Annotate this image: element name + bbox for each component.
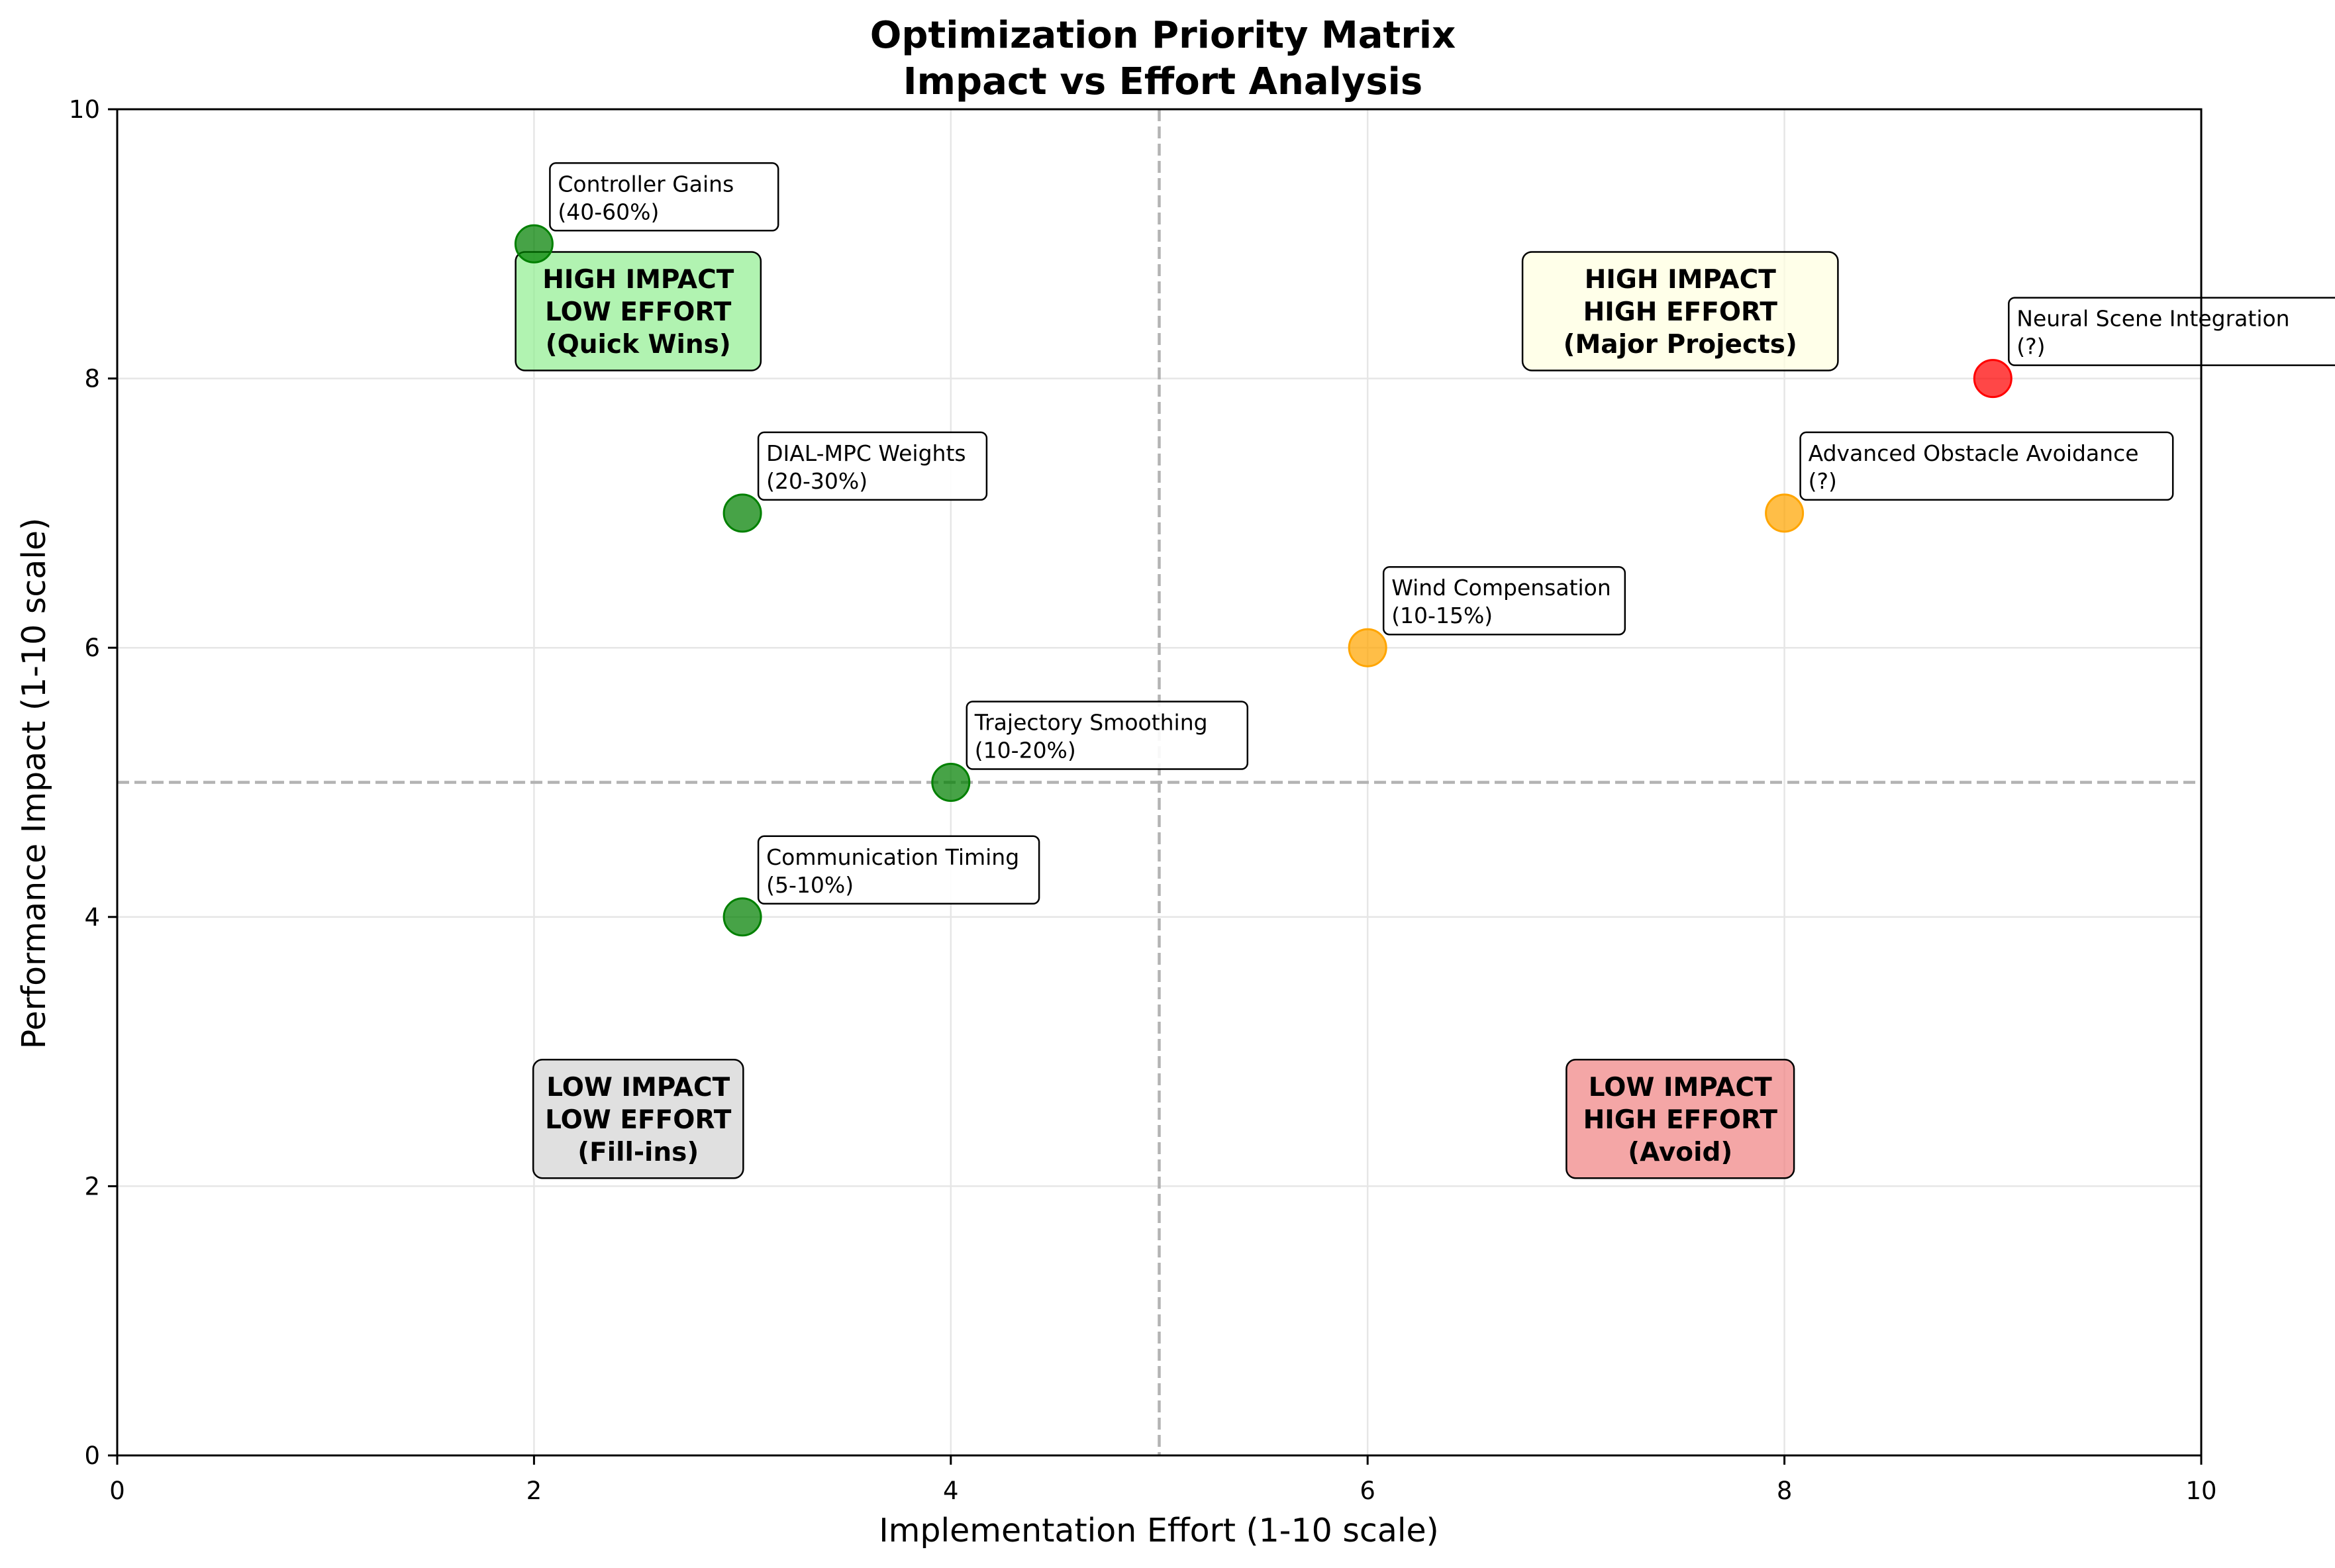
quadrant-label: LOW IMPACT HIGH EFFORT (Avoid) [1565, 1059, 1795, 1179]
quadrant-label-text: (Avoid) [1628, 1138, 1732, 1167]
quadrant-label-text: LOW EFFORT [545, 1105, 732, 1135]
quadrant-label-text: (Major Projects) [1564, 330, 1797, 360]
x-tick-label: 6 [1360, 1477, 1375, 1505]
x-tick-label: 2 [526, 1477, 542, 1505]
y-tick-label: 2 [84, 1172, 100, 1200]
x-tick-label: 4 [943, 1477, 959, 1505]
y-axis-label: Performance Impact (1-10 scale) [15, 518, 53, 1049]
annotation-name: Advanced Obstacle Avoidance [1809, 440, 2139, 466]
annotation-box [549, 162, 779, 232]
annotation-name: DIAL-MPC Weights [766, 440, 966, 466]
point-annotation: Trajectory Smoothing(10-20%) [966, 701, 1249, 770]
point-annotation: Controller Gains(40-60%) [549, 162, 779, 232]
threshold-lines [117, 109, 2201, 1455]
y-tick-label: 4 [84, 903, 100, 932]
quadrant-label-text: LOW EFFORT [545, 297, 732, 327]
annotation-box [2008, 297, 2335, 366]
data-point [514, 224, 554, 264]
annotation-name: Wind Compensation [1391, 575, 1611, 601]
y-tick-label: 10 [69, 95, 100, 124]
annotation-detail: (40-60%) [558, 199, 659, 224]
data-point [722, 897, 762, 937]
quadrant-label-text: LOW IMPACT [1589, 1073, 1772, 1102]
x-axis-label: Implementation Effort (1-10 scale) [879, 1512, 1439, 1549]
quadrant-label-box [515, 251, 762, 371]
quadrant-label-text: HIGH EFFORT [1583, 297, 1778, 327]
point-annotations: Controller Gains(40-60%) DIAL-MPC Weights… [549, 162, 2335, 905]
quadrant-label-box [1565, 1059, 1795, 1179]
chart-title: Optimization Priority Matrix [870, 14, 1456, 57]
point-annotation: Communication Timing(5-10%) [757, 835, 1040, 905]
quadrant-label: LOW IMPACT LOW EFFORT (Fill-ins) [532, 1059, 744, 1179]
data-point [931, 763, 971, 802]
annotation-detail: (20-30%) [766, 468, 868, 494]
annotation-detail: (5-10%) [766, 872, 854, 898]
point-annotation: Wind Compensation(10-15%) [1382, 565, 1626, 636]
annotation-box [1799, 431, 2174, 501]
quadrant-label-box [1521, 251, 1839, 371]
y-tick-label: 0 [84, 1442, 100, 1470]
axis-ticks: 0 2 4 6 8 10 0 2 4 6 8 10 [69, 95, 2217, 1505]
data-point [1765, 493, 1805, 533]
annotation-box [1382, 565, 1626, 636]
chart-subtitle: Impact vs Effort Analysis [903, 60, 1422, 103]
data-points [514, 224, 2012, 937]
annotation-detail: (?) [1809, 468, 1837, 494]
y-tick-label: 8 [84, 365, 100, 393]
quadrant-label-text: LOW IMPACT [546, 1073, 730, 1102]
data-point [1973, 359, 2012, 399]
point-annotation: Advanced Obstacle Avoidance(?) [1799, 431, 2174, 501]
annotation-box [757, 835, 1040, 905]
point-annotation: Neural Scene Integration(?) [2008, 297, 2335, 366]
x-tick-label: 10 [2185, 1477, 2216, 1505]
annotation-box [757, 431, 988, 501]
annotation-name: Neural Scene Integration [2016, 306, 2289, 332]
quadrant-label-box [532, 1059, 744, 1179]
annotation-detail: (?) [2016, 334, 2045, 360]
y-tick-label: 6 [84, 634, 100, 662]
annotation-name: Trajectory Smoothing [974, 710, 1208, 736]
annotation-box [966, 701, 1249, 770]
point-annotation: DIAL-MPC Weights(20-30%) [757, 431, 988, 501]
quadrant-label-text: (Fill-ins) [577, 1138, 699, 1167]
data-point [722, 493, 762, 533]
quadrant-label-text: HIGH IMPACT [542, 265, 734, 295]
quadrant-label-text: (Quick Wins) [546, 330, 731, 360]
axes-frame [116, 108, 2203, 1457]
annotation-detail: (10-15%) [1391, 603, 1493, 628]
annotation-name: Controller Gains [558, 171, 734, 197]
quadrant-label-text: HIGH IMPACT [1585, 265, 1777, 295]
annotation-detail: (10-20%) [975, 738, 1076, 763]
data-point [1348, 628, 1387, 667]
x-tick-label: 0 [109, 1477, 125, 1505]
quadrant-label-text: HIGH EFFORT [1583, 1105, 1778, 1135]
annotation-name: Communication Timing [766, 844, 1019, 870]
x-tick-label: 8 [1777, 1477, 1793, 1505]
